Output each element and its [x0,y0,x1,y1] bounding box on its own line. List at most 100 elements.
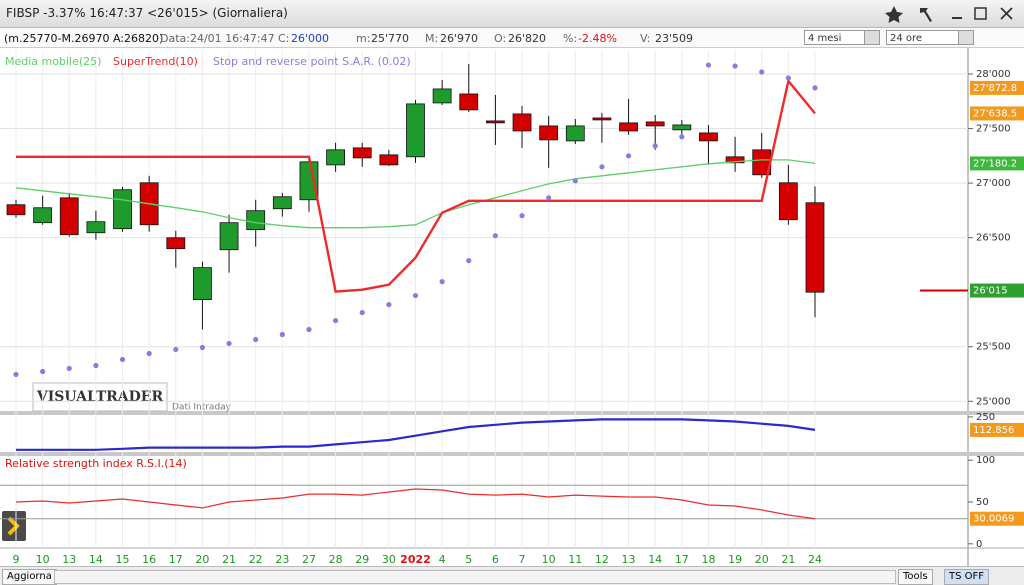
candle-body [672,124,692,131]
x-tick-label: 20 [755,553,769,566]
period-select[interactable]: 4 mesi [804,30,880,45]
x-tick-label: 22 [249,553,263,566]
field-label: V: [640,32,651,45]
scrollbar[interactable] [54,570,896,584]
x-tick-label: 18 [701,553,715,566]
value-badge [970,283,1024,298]
sar-dot [652,143,658,149]
candle-body [166,237,186,250]
sar-dot [625,153,632,159]
panel-separator [0,452,1024,456]
overlay-line [16,78,816,293]
x-tick-label: 21 [222,553,236,566]
candle-body [352,147,372,159]
candle-body [193,267,212,300]
sar-dot [40,368,46,375]
candle-body [219,222,239,251]
sar-dot [93,362,99,369]
candle-body [699,132,718,142]
value-badge-label: 112.856 [973,425,1014,436]
panel-title: Relative strength index R.S.I.(14) [5,457,187,470]
candle-body [619,122,638,132]
sar-dot [332,317,339,324]
x-tick-label: 4 [439,553,446,566]
x-tick-label: 27 [302,553,316,566]
field-value: -2.48% [578,32,617,45]
field-value: 23'509 [655,32,694,45]
legend-entry: Stop and reverse point S.A.R. (0.02) [213,55,411,68]
refresh-button[interactable]: Aggiorna [2,569,57,585]
value-badge [970,80,1024,95]
x-tick-label: 17 [169,553,183,566]
y-tick-label: 27'000 [976,178,1011,189]
x-tick-label: 11 [568,553,582,566]
chart: VISUALTRADER Dati Intraday 25'000 25'500 2… [0,48,1024,566]
x-tick-label: 10 [542,553,556,566]
x-tick-label: 24 [808,553,822,566]
field-value: 25'770 [371,32,410,45]
x-tick-label: 21 [781,553,795,566]
watermark-note: Dati Intraday [172,403,232,413]
window-title: FIBSP -3.37% 16:47:37 <26'015> (Giornali… [6,6,288,20]
y-tick-label: 26'500 [976,233,1011,244]
sar-dot [119,356,126,363]
sar-dot [519,213,525,219]
value-badge [970,511,1024,526]
maximize[interactable] [974,7,987,20]
x-tick-label: 13 [622,553,636,566]
ts-button[interactable]: TS OFF [944,569,990,585]
y-tick-label: 50 [976,497,989,508]
candle-body [246,210,266,231]
candle-body [512,113,532,132]
x-tick-label: 30 [382,553,396,566]
background [0,48,1024,566]
sar-dot [546,195,552,201]
sar-dot [359,309,365,316]
candle-body [645,121,665,127]
indicator-line [15,488,816,520]
sar-dot [306,326,312,333]
field-label: C: [278,32,290,45]
y-tick-label: 0 [976,539,982,550]
field-value: 26'820 [508,32,547,45]
x-tick-label: 20 [195,553,209,566]
candle-body [459,93,479,111]
sar-dot [785,75,791,81]
star-icon[interactable] [885,6,903,23]
side-button[interactable] [2,511,26,541]
sar-dot [279,331,285,338]
field-label: O: [494,32,507,45]
close[interactable] [1000,7,1013,20]
x-tick-label: 29 [355,553,369,566]
candle-body [565,125,585,142]
value-badge-label: 27'180.2 [973,158,1017,169]
tool-icon[interactable] [920,8,932,22]
candle-body [592,117,612,121]
x-tick-label: 28 [329,553,343,566]
indicator-line [16,418,816,451]
candle-body [406,103,425,158]
x-tick-label: 10 [36,553,50,566]
minimize[interactable] [952,17,962,19]
x-tick-label: 19 [728,553,742,566]
sar-dot [386,302,392,308]
x-tick-label: 13 [62,553,76,566]
interval-select[interactable]: 24 ore [886,30,974,45]
tools-button[interactable]: Tools [898,569,933,585]
x-tick-label: 12 [595,553,609,566]
sar-dot [253,336,259,343]
candle-body [272,196,292,210]
candle-body [485,120,505,124]
date: Data:24/01 16:47:47 [160,32,275,45]
period: 4 mesi [808,33,842,44]
candle-body [326,149,345,166]
candle-body [86,221,106,234]
value-badge-label: 30.0069 [973,514,1014,525]
x-tick-label: 5 [465,553,472,566]
field-value: 26'970 [440,32,479,45]
candle-body [432,88,452,104]
sar-dot [66,365,72,372]
sar-dot [812,85,818,91]
candle-body [33,207,53,224]
